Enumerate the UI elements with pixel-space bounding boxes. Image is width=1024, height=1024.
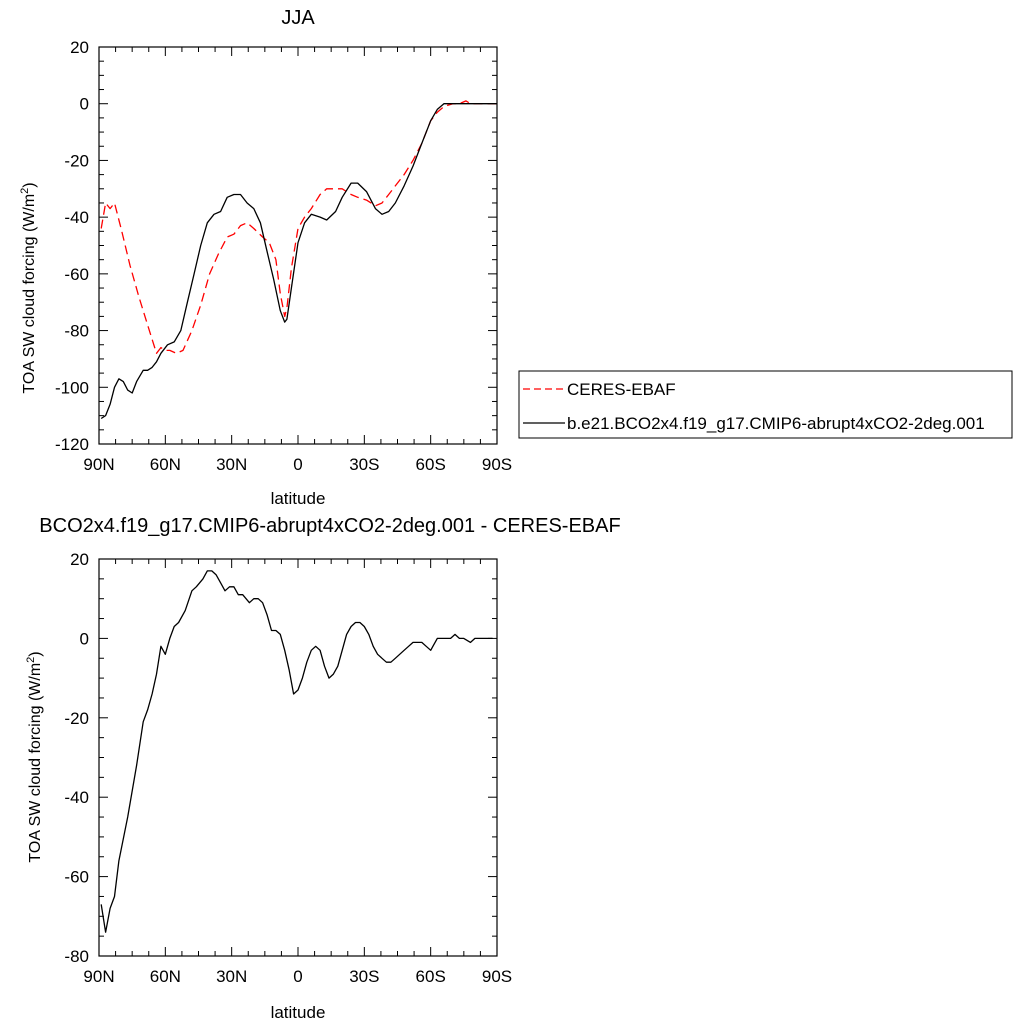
- y-tick-label: -20: [64, 709, 89, 728]
- legend-label-model: b.e21.BCO2x4.f19_g17.CMIP6-abrupt4xCO2-2…: [567, 414, 985, 433]
- series-line-b-e21-bco2x4-f19-g17-cmip6-abrupt4xco2-2deg-001: [100, 103, 497, 420]
- x-tick-label: 0: [293, 455, 302, 474]
- plot-frame: [98, 558, 498, 957]
- y-axis-label-tail: ): [21, 182, 38, 187]
- difference-panel: BCO2x4.f19_g17.CMIP6-abrupt4xCO2-2deg.00…: [25, 515, 621, 1022]
- x-tick-label: 60S: [416, 967, 446, 986]
- chart-title: JJA: [281, 7, 315, 29]
- y-axis-label-tail: ): [27, 651, 44, 656]
- x-axis-label: latitude: [271, 489, 326, 508]
- x-tick-label: 30N: [216, 967, 247, 986]
- y-tick-label: -60: [64, 868, 89, 887]
- series-layer: [100, 100, 497, 420]
- x-tick-label: 90N: [83, 455, 114, 474]
- y-axis-label: TOA SW cloud forcing (W/m2): [19, 182, 38, 393]
- y-tick-label: 20: [70, 38, 89, 57]
- y-tick-label: -80: [64, 322, 89, 341]
- y-axis-label-difference: TOA SW cloud forcing (W/m2): [25, 651, 44, 862]
- x-tick-label: 60N: [150, 967, 181, 986]
- y-tick-label: 20: [70, 550, 89, 569]
- y-tick-label: -80: [64, 947, 89, 966]
- series-line-difference: [100, 570, 493, 933]
- y-tick-label: -40: [64, 208, 89, 227]
- x-tick-label: 90S: [482, 967, 512, 986]
- y-tick-label: -100: [55, 378, 89, 397]
- x-axis-label-difference: latitude: [271, 1003, 326, 1022]
- x-tick-label: 30S: [349, 455, 379, 474]
- x-tick-label: 30N: [216, 455, 247, 474]
- chart-title-difference: BCO2x4.f19_g17.CMIP6-abrupt4xCO2-2deg.00…: [39, 515, 620, 537]
- y-tick-label: -40: [64, 788, 89, 807]
- x-tick-label: 60S: [416, 455, 446, 474]
- y-tick-label: -60: [64, 265, 89, 284]
- y-axis-label-text: TOA SW cloud forcing (W/m: [21, 194, 38, 394]
- series-layer-difference: [100, 570, 493, 933]
- y-axis-label-text: TOA SW cloud forcing (W/m: [27, 663, 44, 863]
- x-tick-label: 60N: [150, 455, 181, 474]
- y-tick-label: 0: [80, 95, 89, 114]
- series-line-ceres-ebaf: [100, 100, 497, 354]
- legend-label-ceres-ebaf: CERES-EBAF: [567, 380, 676, 399]
- y-tick-label: 0: [80, 629, 89, 648]
- x-tick-label: 90N: [83, 967, 114, 986]
- y-tick-label: -20: [64, 151, 89, 170]
- y-tick-label: -120: [55, 435, 89, 454]
- x-tick-label: 0: [293, 967, 302, 986]
- legend-box: [518, 370, 1013, 439]
- x-tick-label: 30S: [349, 967, 379, 986]
- x-tick-label: 90S: [482, 455, 512, 474]
- y-axis-label-superscript: 2: [25, 657, 37, 663]
- y-axis-label-superscript: 2: [19, 188, 31, 194]
- legend: CERES-EBAF b.e21.BCO2x4.f19_g17.CMIP6-ab…: [518, 370, 1013, 439]
